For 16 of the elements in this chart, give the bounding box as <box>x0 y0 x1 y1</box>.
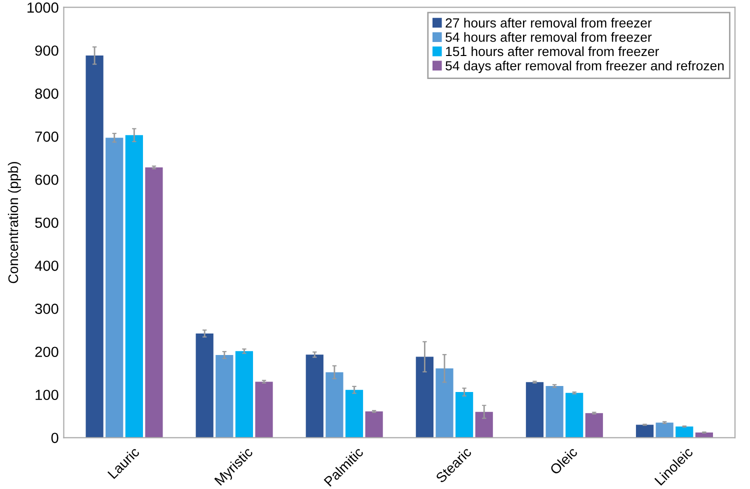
y-tick-label: 100 <box>36 390 58 400</box>
y-tick-label: 900 <box>35 45 58 56</box>
legend-label: 54 days after removal from freezer and refrozen <box>446 60 724 74</box>
y-tick-label: 800 <box>35 88 58 99</box>
y-tick-label: 400 <box>34 260 58 271</box>
y-tick-label: 200 <box>35 346 58 358</box>
y-tick-label: 700 <box>35 132 58 142</box>
y-axis-title: Concentration (ppb) <box>8 162 21 284</box>
legend-label: 54 hours after removal from freezer <box>446 32 652 42</box>
y-tick-label: 0 <box>51 432 58 444</box>
y-tick-label: 1000 <box>28 2 58 13</box>
legend-label: 151 hours after removal from freezer <box>446 46 659 56</box>
y-tick-label: 600 <box>35 174 58 185</box>
legend-label: 27 hours after removal from freezer <box>446 18 652 28</box>
y-tick-label: 300 <box>35 304 58 314</box>
y-tick-label: 500 <box>35 218 58 228</box>
